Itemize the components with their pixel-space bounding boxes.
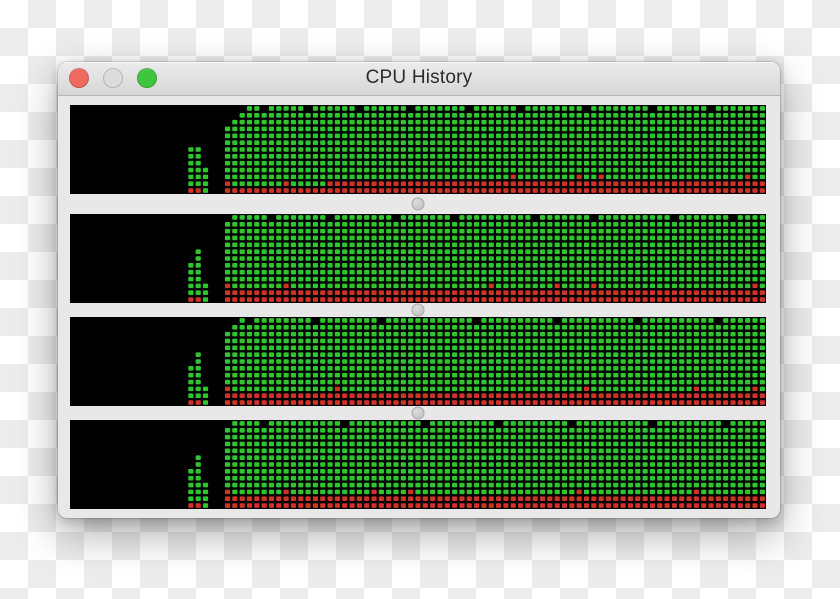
splitter-handle-2[interactable] [411, 303, 425, 317]
traffic-lights [69, 68, 157, 88]
window-title: CPU History [365, 67, 473, 88]
cpu-usage-grid-4 [188, 421, 765, 508]
splitter-handle-3[interactable] [411, 406, 425, 420]
title-bar[interactable]: CPU History [58, 62, 780, 96]
cpu-usage-grid-3 [188, 318, 765, 405]
cpu-history-window: CPU History [58, 62, 780, 518]
minimize-button[interactable] [103, 68, 123, 88]
cpu-usage-grid-2 [188, 215, 765, 302]
close-button[interactable] [69, 68, 89, 88]
cpu-history-graph-4 [70, 420, 766, 509]
panel-divider-3 [70, 406, 766, 420]
panel-divider-2 [70, 303, 766, 317]
zoom-button[interactable] [137, 68, 157, 88]
cpu-history-graph-2 [70, 214, 766, 303]
cpu-usage-grid-1 [188, 106, 765, 193]
cpu-history-graph-1 [70, 105, 766, 194]
window-content [58, 96, 780, 509]
panel-divider-1 [70, 194, 766, 214]
cpu-history-graph-3 [70, 317, 766, 406]
splitter-handle-1[interactable] [411, 197, 425, 211]
